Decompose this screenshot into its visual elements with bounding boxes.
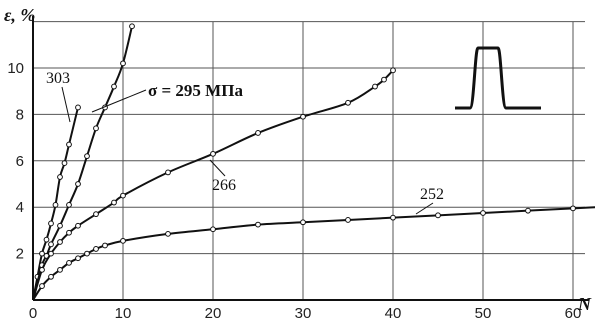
data-point-303 bbox=[75, 104, 81, 111]
data-point-303 bbox=[52, 201, 59, 208]
data-point-252 bbox=[102, 242, 108, 249]
data-point-266 bbox=[39, 266, 45, 273]
data-point-252 bbox=[84, 250, 90, 257]
data-point-252 bbox=[435, 212, 441, 219]
data-point-252 bbox=[39, 283, 45, 289]
grid-lines bbox=[33, 21, 585, 300]
data-point-252 bbox=[525, 207, 531, 214]
data-point-295 bbox=[57, 222, 63, 229]
data-point-252 bbox=[480, 210, 486, 216]
x-axis-label: N bbox=[577, 294, 592, 314]
data-point-252 bbox=[165, 230, 171, 237]
data-point-295 bbox=[129, 23, 135, 30]
data-point-252 bbox=[345, 217, 351, 223]
data-point-266 bbox=[75, 222, 81, 229]
data-point-303 bbox=[48, 220, 54, 227]
series-line-252 bbox=[32, 206, 595, 301]
data-point-303 bbox=[66, 141, 72, 148]
loading-cycle-pulse-icon bbox=[455, 46, 541, 110]
data-point-266 bbox=[48, 250, 54, 257]
series-label-252: 252 bbox=[420, 186, 444, 203]
series-layer bbox=[32, 23, 595, 301]
data-point-295 bbox=[120, 60, 126, 67]
y-tick-label: 2 bbox=[16, 246, 24, 263]
x-tick-label: 50 bbox=[475, 305, 492, 322]
series-label-303: 303 bbox=[46, 70, 70, 87]
data-point-303 bbox=[57, 174, 63, 180]
x-tick-label: 20 bbox=[205, 305, 222, 322]
data-point-266 bbox=[372, 83, 378, 90]
axes bbox=[32, 16, 589, 301]
data-point-266 bbox=[255, 130, 261, 136]
stress-annotation: σ = 295 МПа bbox=[148, 81, 243, 100]
x-tick-label: 10 bbox=[115, 305, 132, 322]
data-point-252 bbox=[255, 221, 261, 228]
data-point-266 bbox=[120, 192, 126, 199]
data-point-252 bbox=[210, 226, 216, 233]
data-point-252 bbox=[120, 237, 126, 244]
data-point-252 bbox=[93, 246, 99, 252]
data-point-252 bbox=[300, 219, 306, 226]
y-tick-label: 8 bbox=[16, 106, 24, 123]
data-point-303 bbox=[39, 250, 45, 257]
tick-labels: 0 10 20 30 40 50 60 2 4 6 8 10 bbox=[7, 60, 581, 322]
data-point-295 bbox=[75, 181, 81, 187]
y-tick-label: 4 bbox=[16, 199, 24, 216]
series-label-266-leader bbox=[209, 159, 226, 177]
data-point-303 bbox=[61, 160, 68, 167]
data-point-303 bbox=[43, 236, 50, 243]
data-point-266 bbox=[93, 211, 99, 218]
data-point-252 bbox=[66, 259, 72, 266]
data-point-252 bbox=[75, 255, 81, 262]
data-point-266 bbox=[165, 169, 171, 176]
series-label-252-leader bbox=[415, 202, 434, 215]
data-point-252 bbox=[48, 273, 54, 280]
data-point-252 bbox=[390, 214, 396, 221]
y-tick-label: 6 bbox=[16, 153, 24, 170]
data-point-266 bbox=[111, 199, 117, 206]
data-point-295 bbox=[93, 125, 99, 132]
series-label-303-leader bbox=[61, 86, 71, 123]
x-tick-label: 40 bbox=[385, 305, 402, 322]
data-point-252 bbox=[570, 205, 576, 212]
data-point-295 bbox=[84, 153, 90, 160]
y-tick-label: 10 bbox=[7, 60, 24, 77]
data-point-266 bbox=[345, 99, 351, 106]
data-point-295 bbox=[66, 201, 72, 208]
data-point-295 bbox=[111, 83, 117, 90]
series-252 bbox=[32, 205, 595, 301]
y-axis-label: ε, % bbox=[4, 5, 35, 25]
data-point-266 bbox=[381, 76, 387, 83]
series-266 bbox=[32, 67, 396, 301]
data-point-266 bbox=[300, 113, 306, 120]
data-point-266 bbox=[210, 150, 216, 157]
x-tick-label: 0 bbox=[29, 305, 37, 322]
x-tick-label: 30 bbox=[295, 305, 312, 322]
x-tick-label: 60 bbox=[565, 305, 582, 322]
data-point-266 bbox=[66, 229, 72, 236]
stress-annotation-leader bbox=[91, 89, 147, 113]
data-point-295 bbox=[48, 241, 54, 248]
data-point-266 bbox=[57, 239, 63, 245]
data-point-266 bbox=[390, 67, 396, 74]
series-label-266: 266 bbox=[212, 177, 236, 194]
data-point-252 bbox=[57, 266, 63, 273]
